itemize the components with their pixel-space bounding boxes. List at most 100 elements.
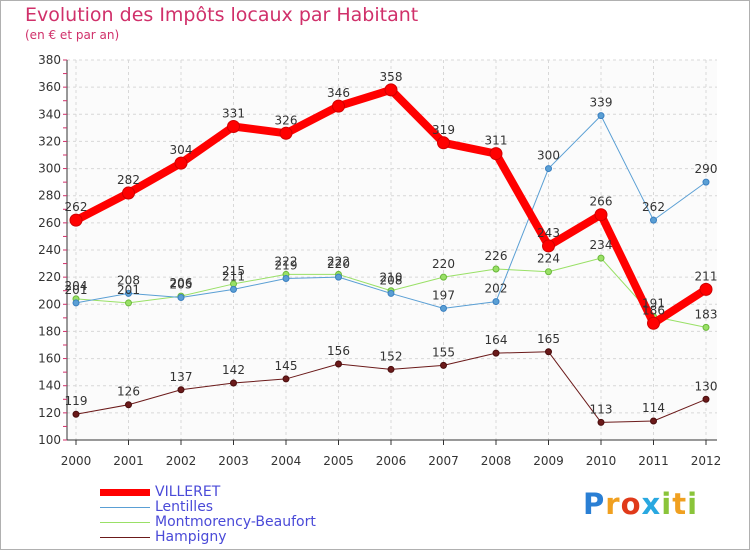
data-point-montmorency-beaufort [125,299,132,307]
proxiti-logo: Proxiti [583,487,698,521]
data-point-montmorency-beaufort [492,265,500,273]
data-label-villeret: 304 [170,143,193,157]
y-tick-label: 100 [38,433,61,447]
x-tick-label: 2004 [271,454,302,468]
logo-letter: P [583,487,606,521]
data-point-lentilles [72,299,80,307]
legend-label-montmorency-beaufort: Montmorency-Beaufort [155,514,316,530]
data-label-montmorency-beaufort: 191 [642,297,665,311]
x-tick-label: 2007 [428,454,459,468]
data-label-villeret: 358 [380,70,403,84]
data-label-lentilles: 205 [170,278,193,292]
data-point-montmorency-beaufort [545,268,552,276]
data-label-montmorency-beaufort: 206 [170,276,193,290]
data-point-lentilles [387,289,395,297]
y-tick-label: 360 [38,80,61,94]
data-point-villeret [437,136,450,150]
data-point-villeret [332,99,345,113]
x-tick-label: 2011 [638,454,669,468]
data-label-lentilles: 201 [65,283,88,297]
data-point-lentilles [282,275,290,282]
data-label-hampigny: 114 [642,401,665,415]
data-point-villeret [384,83,398,97]
data-label-villeret: 319 [432,123,455,137]
data-point-lentilles [492,298,500,306]
y-tick-label: 140 [38,379,61,393]
data-label-lentilles: 197 [432,288,455,302]
data-point-montmorency-beaufort [440,273,447,281]
logo-letter: t [672,487,688,521]
data-point-montmorency-beaufort [702,323,710,331]
y-tick-label: 320 [38,134,61,148]
logo-letter: o [620,487,642,521]
data-label-montmorency-beaufort: 201 [117,283,140,297]
data-point-hampigny [387,365,395,373]
data-point-hampigny [282,375,290,383]
data-label-lentilles: 262 [642,200,665,214]
data-label-lentilles: 290 [695,162,718,176]
x-tick-label: 2002 [166,454,197,468]
data-label-montmorency-beaufort: 210 [380,271,403,285]
y-tick-label: 180 [38,324,61,338]
data-label-hampigny: 119 [65,394,88,408]
data-label-villeret: 282 [117,173,140,187]
data-point-villeret [279,126,293,140]
data-label-villeret: 186 [642,303,665,317]
data-point-montmorency-beaufort [597,254,605,262]
chart-title: Evolution des Impôts locaux par Habitant [25,4,419,26]
legend-swatch-villeret [100,489,150,496]
data-point-hampigny [177,386,185,394]
data-label-montmorency-beaufort: 222 [275,254,298,268]
x-tick-label: 2006 [376,454,407,468]
data-point-villeret [542,239,555,253]
data-point-hampigny [335,360,342,368]
data-label-villeret: 262 [65,200,88,214]
legend-item-montmorency-beaufort: Montmorency-Beaufort [100,515,316,530]
data-point-hampigny [492,349,500,357]
data-label-montmorency-beaufort: 220 [432,257,455,271]
data-point-lentilles [702,178,710,186]
y-tick-label: 380 [38,53,61,67]
y-tick-label: 300 [38,162,61,176]
data-label-hampigny: 152 [380,349,403,363]
legend-label-lentilles: Lentilles [155,499,214,515]
series-lines [69,83,713,426]
y-tick-label: 200 [38,297,61,311]
data-label-lentilles: 339 [590,96,613,110]
x-tick-label: 2000 [61,454,92,468]
legend-item-lentilles: Lentilles [100,500,316,515]
data-label-hampigny: 156 [327,344,350,358]
data-label-hampigny: 155 [432,345,455,359]
x-tick-label: 2012 [691,454,722,468]
data-label-hampigny: 130 [695,379,718,393]
data-label-lentilles: 208 [117,273,140,287]
data-label-villeret: 266 [590,195,613,209]
data-label-lentilles: 211 [222,269,245,283]
y-tick-label: 340 [38,107,61,121]
data-label-villeret: 346 [327,86,350,100]
data-point-lentilles [335,273,342,281]
y-tick-label: 220 [38,270,61,284]
data-point-villeret [122,186,135,200]
data-label-hampigny: 165 [537,332,560,346]
data-label-lentilles: 220 [327,257,350,271]
data-point-hampigny [440,361,447,369]
data-label-montmorency-beaufort: 183 [695,307,718,321]
data-point-villeret [647,316,660,330]
logo-letter: i [661,487,673,521]
data-label-villeret: 211 [695,269,718,283]
data-label-lentilles: 300 [537,149,560,163]
data-label-lentilles: 219 [275,259,298,273]
data-label-montmorency-beaufort: 222 [327,254,350,268]
data-label-montmorency-beaufort: 215 [222,264,245,278]
data-label-montmorency-beaufort: 204 [65,279,88,293]
data-label-hampigny: 113 [590,402,613,416]
data-point-lentilles [125,289,132,297]
data-label-hampigny: 137 [170,370,193,384]
data-label-montmorency-beaufort: 234 [590,238,613,252]
y-tick-label: 240 [38,243,61,257]
data-label-hampigny: 126 [117,385,140,399]
